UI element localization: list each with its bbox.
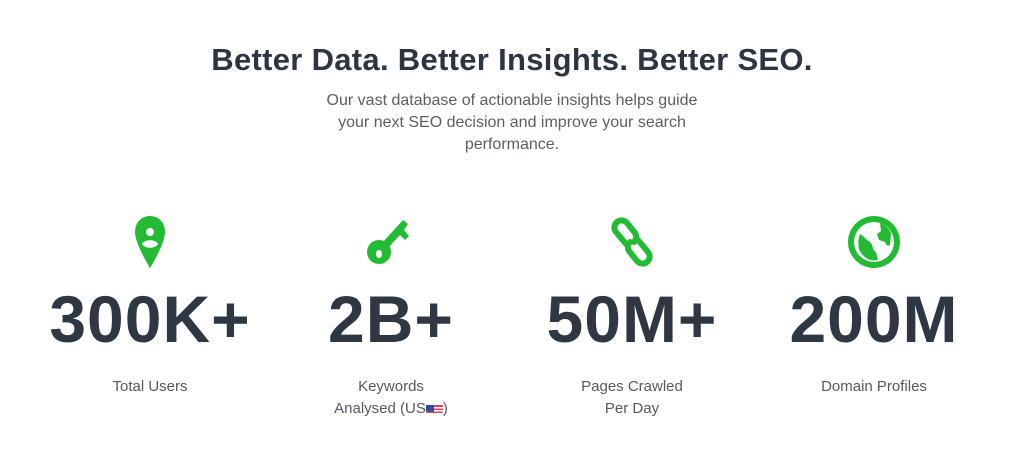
stat-label-end: ): [442, 400, 448, 417]
user-pin-icon: [30, 214, 270, 270]
stat-pages-crawled: 50M+ Pages Crawled Per Day: [512, 214, 752, 420]
stat-label-line1: Pages Crawled: [581, 378, 683, 395]
stat-domain-profiles: 200M Domain Profiles: [754, 214, 994, 398]
stat-value: 2B+: [328, 282, 454, 356]
stat-label-line2: Per Day: [604, 400, 660, 417]
stat-total-users: 300K+ Total Users: [30, 214, 270, 398]
stat-label: Pages Crawled Per Day: [512, 376, 752, 420]
stat-label: Keywords Analysed (US): [271, 376, 511, 420]
stat-value: 300K+: [49, 282, 251, 356]
stat-value: 50M+: [546, 282, 718, 356]
globe-icon: [754, 214, 994, 270]
stat-label: Domain Profiles: [821, 378, 927, 395]
stat-value: 200M: [789, 282, 959, 356]
section-subtitle: Our vast database of actionable insights…: [326, 92, 698, 153]
stat-label: Total Users: [112, 378, 188, 395]
key-icon: [271, 214, 511, 270]
us-flag-icon: [425, 402, 443, 414]
section-title: Better Data. Better Insights. Better SEO…: [211, 42, 813, 77]
stat-keywords: 2B+ Keywords Analysed (US): [271, 214, 511, 420]
link-icon: [512, 214, 752, 270]
stat-label-line1: Keywords: [358, 378, 424, 395]
stat-label-line2: Analysed (US: [334, 400, 426, 417]
